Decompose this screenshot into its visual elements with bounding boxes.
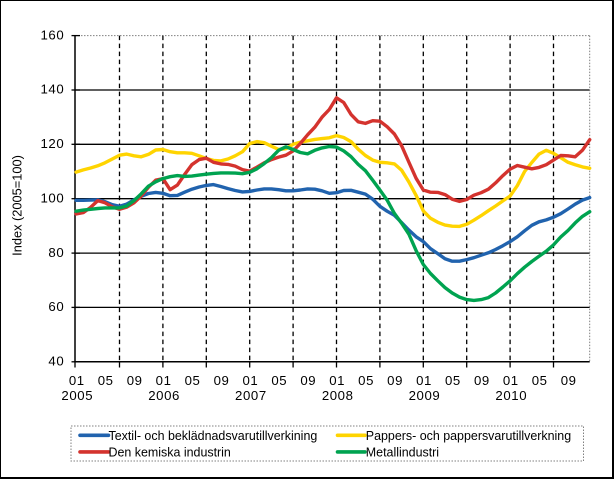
svg-text:09: 09 <box>300 373 316 388</box>
svg-text:100: 100 <box>40 190 64 205</box>
svg-text:40: 40 <box>48 354 64 369</box>
svg-text:2005: 2005 <box>61 388 93 403</box>
svg-text:01: 01 <box>156 373 172 388</box>
svg-text:60: 60 <box>48 299 64 314</box>
svg-text:05: 05 <box>271 373 287 388</box>
svg-text:01: 01 <box>242 373 258 388</box>
svg-text:2010: 2010 <box>495 388 527 403</box>
svg-text:01: 01 <box>503 373 519 388</box>
svg-text:120: 120 <box>40 136 64 151</box>
svg-text:Textil- och beklädnadsvarutill: Textil- och beklädnadsvarutillverkining <box>109 429 318 443</box>
svg-text:2009: 2009 <box>409 388 441 403</box>
svg-text:2007: 2007 <box>235 388 267 403</box>
svg-text:140: 140 <box>40 82 64 97</box>
svg-text:05: 05 <box>185 373 201 388</box>
svg-text:09: 09 <box>387 373 403 388</box>
svg-text:09: 09 <box>214 373 230 388</box>
svg-text:80: 80 <box>48 245 64 260</box>
svg-text:05: 05 <box>358 373 374 388</box>
svg-text:160: 160 <box>40 27 64 42</box>
svg-text:2008: 2008 <box>322 388 354 403</box>
svg-text:2006: 2006 <box>148 388 180 403</box>
svg-text:05: 05 <box>445 373 461 388</box>
svg-text:09: 09 <box>561 373 577 388</box>
svg-text:01: 01 <box>416 373 432 388</box>
svg-text:05: 05 <box>532 373 548 388</box>
svg-text:Index (2005=100): Index (2005=100) <box>10 155 25 256</box>
svg-text:Pappers- och pappersvarutillve: Pappers- och pappersvarutillverkning <box>366 429 571 443</box>
svg-text:09: 09 <box>474 373 490 388</box>
svg-text:01: 01 <box>69 373 85 388</box>
svg-text:01: 01 <box>329 373 345 388</box>
svg-text:09: 09 <box>127 373 143 388</box>
svg-text:05: 05 <box>98 373 114 388</box>
svg-text:Den kemiska industrin: Den kemiska industrin <box>109 446 231 460</box>
svg-text:Metallindustri: Metallindustri <box>366 446 439 460</box>
